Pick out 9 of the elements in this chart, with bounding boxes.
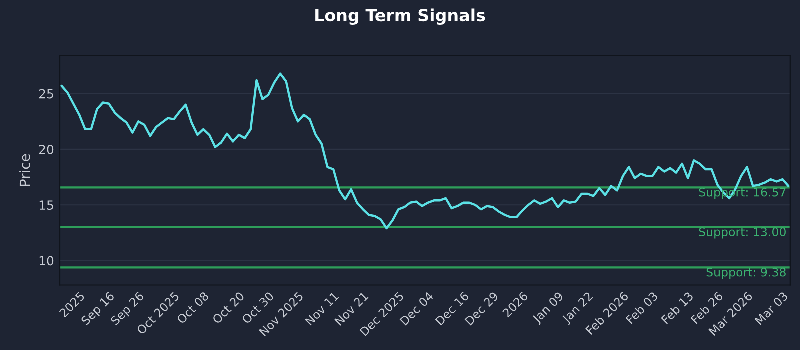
y-tick-label: 10 <box>40 256 54 266</box>
ref-line-label: Support: 9.38 <box>706 268 786 280</box>
x-tick-label: Mar 03 <box>754 292 789 326</box>
y-tick-label: 20 <box>39 144 54 154</box>
y-tick-label: 25 <box>39 89 54 99</box>
chart-title: Long Term Signals <box>316 8 486 26</box>
y-axis-title: Price <box>20 154 30 186</box>
ref-line-label: Support: 13.00 <box>699 228 786 239</box>
y-tick-label: 15 <box>40 200 54 210</box>
